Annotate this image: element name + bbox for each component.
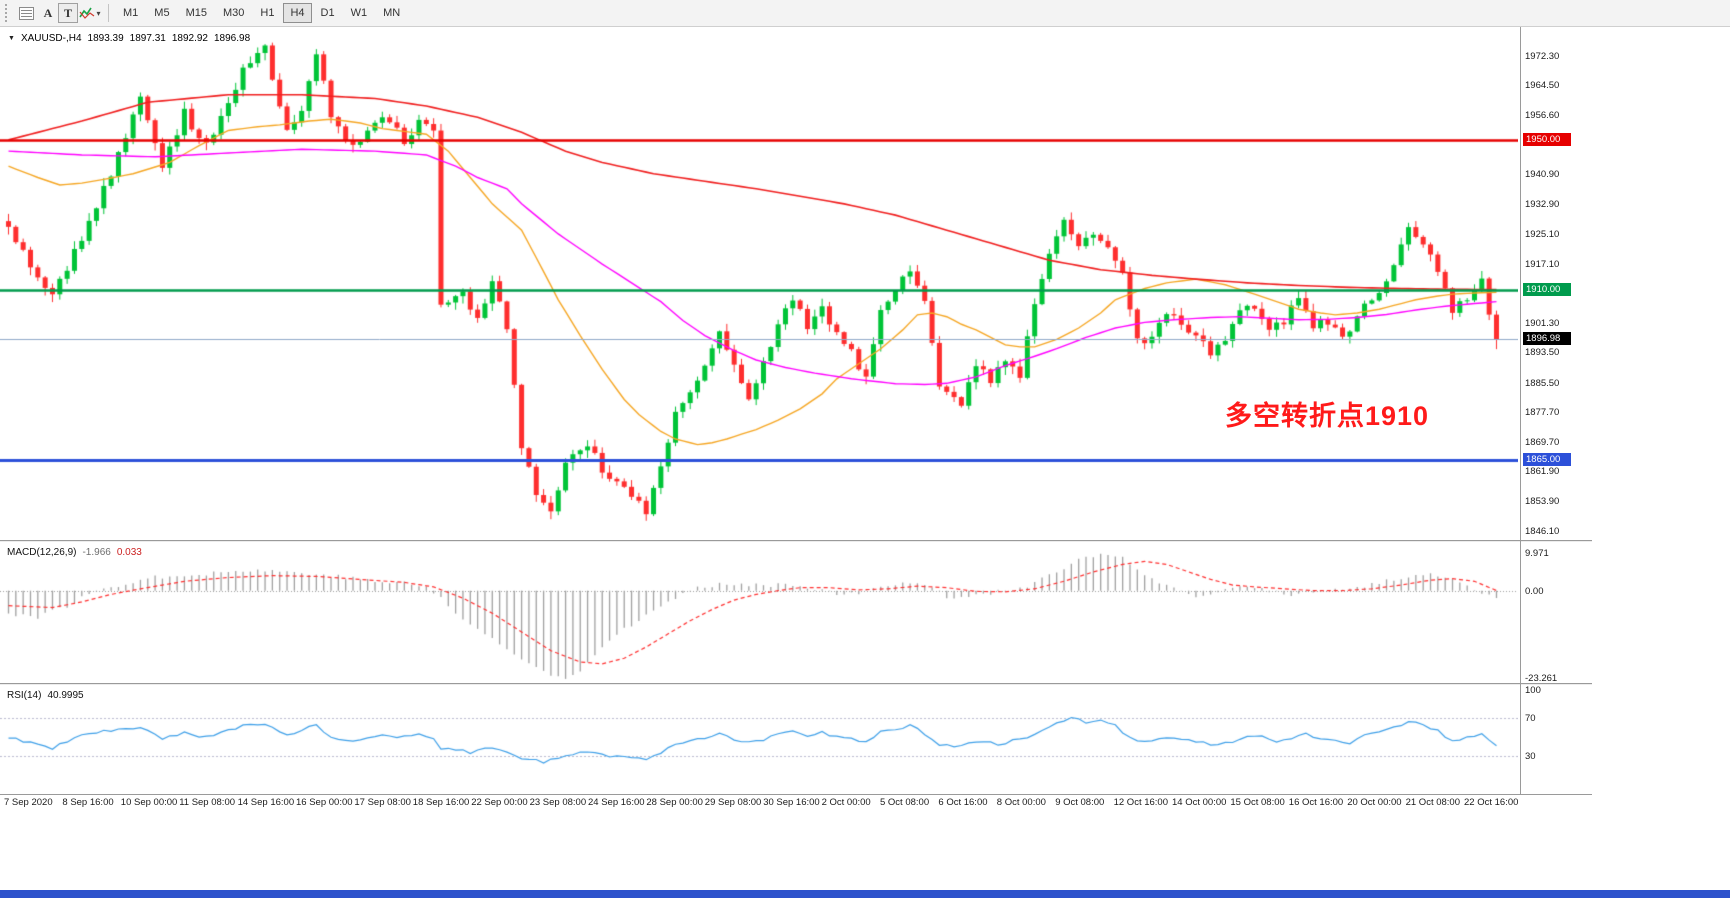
price-tick-label: 1925.10	[1525, 228, 1560, 240]
indicator-zigzag-icon	[79, 7, 95, 19]
chart-templates-icon[interactable]	[14, 3, 38, 23]
time-axis-label: 22 Sep 00:00	[471, 797, 528, 808]
time-axis-label: 8 Oct 00:00	[996, 797, 1046, 808]
time-axis-label: 14 Sep 16:00	[237, 797, 295, 808]
price-badge-1896.98: 1896.98	[1523, 332, 1571, 346]
time-axis-label: 14 Oct 00:00	[1172, 797, 1227, 808]
time-axis-label: 15 Oct 08:00	[1230, 797, 1285, 808]
toolbar-separator	[108, 4, 109, 22]
timeframe-d1-button[interactable]: D1	[314, 3, 342, 23]
time-axis-label: 9 Oct 08:00	[1055, 797, 1105, 808]
time-axis-line	[0, 794, 1592, 795]
price-axis[interactable]: 1972.30 1964.50 1956.60 1940.90 1932.90 1925.…	[1523, 27, 1589, 540]
price-chart-canvas[interactable]	[0, 27, 1518, 540]
toolbar-grip[interactable]	[5, 4, 9, 22]
time-axis-label: 16 Sep 00:00	[296, 797, 353, 808]
indicators-dropdown-button[interactable]: ▾	[78, 3, 102, 23]
timeframe-m15-button[interactable]: M15	[179, 3, 214, 23]
time-axis-label: 10 Sep 00:00	[120, 797, 178, 808]
time-axis-label: 17 Sep 08:00	[354, 797, 411, 808]
price-badge-1910.00: 1910.00	[1523, 283, 1571, 297]
timeframe-m5-button[interactable]: M5	[147, 3, 176, 23]
top-toolbar: A T ▾ M1 M5 M15 M30 H1 H4 D1 W1 MN	[0, 0, 1730, 27]
time-axis-label: 30 Sep 16:00	[763, 797, 820, 808]
time-axis-label: 7 Sep 2020	[4, 797, 53, 808]
price-tick-label: 1846.10	[1525, 525, 1560, 537]
macd-axis[interactable]: 9.971 0.00 -23.261	[1523, 543, 1589, 684]
rsi-axis-label: 100	[1525, 684, 1541, 696]
macd-indicator-label: MACD(12,26,9) -1.966 0.033	[7, 547, 142, 558]
time-axis-label: 8 Sep 16:00	[62, 797, 114, 808]
timeframe-w1-button[interactable]: W1	[344, 3, 375, 23]
timeframe-button-group: M1 M5 M15 M30 H1 H4 D1 W1 MN	[115, 3, 408, 23]
price-tick-label: 1932.90	[1525, 199, 1560, 211]
price-tick-label: 1853.90	[1525, 496, 1560, 508]
time-axis-label: 18 Sep 16:00	[412, 797, 470, 808]
symbol-info: ▼ XAUUSD-,H4 1893.39 1897.31 1892.92 189…	[8, 33, 250, 44]
macd-axis-label: -23.261	[1525, 672, 1558, 684]
taskbar-strip	[0, 890, 1730, 898]
time-axis-label: 6 Oct 16:00	[938, 797, 988, 808]
time-axis-label: 21 Oct 08:00	[1405, 797, 1460, 808]
macd-signal-value: 0.033	[116, 547, 142, 558]
time-axis-label: 29 Sep 08:00	[704, 797, 762, 808]
rsi-panel-canvas[interactable]	[0, 686, 1518, 794]
price-tick-label: 1917.10	[1525, 258, 1560, 270]
macd-panel-canvas[interactable]	[0, 543, 1518, 683]
macd-name: MACD(12,26,9)	[7, 547, 77, 558]
timeframe-mn-button[interactable]: MN	[376, 3, 407, 23]
chevron-down-icon: ▾	[96, 8, 101, 18]
time-axis-label: 23 Sep 08:00	[529, 797, 587, 808]
price-tick-label: 1940.90	[1525, 169, 1560, 181]
time-axis-label: 5 Oct 08:00	[880, 797, 930, 808]
ohlc-low: 1892.92	[171, 33, 208, 44]
timeframe-h1-button[interactable]: H1	[253, 3, 281, 23]
price-tick-label: 1885.50	[1525, 377, 1560, 389]
macd-axis-label: 0.00	[1525, 585, 1544, 597]
time-axis-label: 20 Oct 00:00	[1347, 797, 1402, 808]
price-tick-label: 1964.50	[1525, 80, 1560, 92]
time-axis-label: 28 Sep 00:00	[646, 797, 703, 808]
ohlc-high: 1897.31	[129, 33, 166, 44]
rsi-name: RSI(14)	[7, 690, 42, 701]
timeframe-m1-button[interactable]: M1	[116, 3, 145, 23]
macd-axis-label: 9.971	[1525, 548, 1549, 560]
price-tick-label: 1861.90	[1525, 466, 1560, 478]
panel-separator-macd[interactable]	[0, 540, 1592, 543]
panel-separator-rsi[interactable]	[0, 683, 1592, 686]
time-axis[interactable]: 7 Sep 2020 8 Sep 16:00 10 Sep 00:00 11 Sep …	[0, 797, 1520, 811]
text-tool-button[interactable]: T	[58, 3, 78, 23]
price-badge-1865.00: 1865.00	[1523, 452, 1571, 466]
cursor-a-button[interactable]: A	[38, 3, 58, 23]
timeframe-m30-button[interactable]: M30	[216, 3, 251, 23]
price-axis-border	[1520, 27, 1521, 794]
price-tick-label: 1972.30	[1525, 50, 1560, 62]
time-axis-label: 24 Sep 16:00	[588, 797, 645, 808]
rsi-axis[interactable]: 100 70 30	[1523, 684, 1589, 794]
price-tick-label: 1901.30	[1525, 318, 1560, 330]
macd-main-value: -1.966	[82, 547, 111, 558]
rsi-axis-label: 30	[1525, 751, 1536, 763]
price-tick-label: 1956.60	[1525, 110, 1560, 122]
price-tick-label: 1877.70	[1525, 406, 1560, 418]
rsi-axis-label: 70	[1525, 713, 1536, 725]
collapse-triangle-icon[interactable]: ▼	[8, 35, 15, 42]
price-tick-label: 1893.50	[1525, 347, 1560, 359]
price-badge-1950.00: 1950.00	[1523, 132, 1571, 146]
price-tick-label: 1869.70	[1525, 437, 1560, 449]
time-axis-label: 11 Sep 08:00	[179, 797, 236, 808]
time-axis-label: 2 Oct 00:00	[821, 797, 871, 808]
chart-annotation-text[interactable]: 多空转折点1910	[1225, 401, 1430, 431]
timeframe-h4-button[interactable]: H4	[283, 3, 312, 23]
time-axis-label: 12 Oct 16:00	[1113, 797, 1168, 808]
rsi-indicator-label: RSI(14) 40.9995	[7, 690, 84, 701]
rsi-value: 40.9995	[47, 690, 84, 701]
symbol-timeframe-label: XAUUSD-,H4	[20, 33, 82, 44]
time-axis-label: 16 Oct 16:00	[1288, 797, 1344, 808]
list-icon	[18, 6, 34, 20]
ohlc-close: 1896.98	[213, 33, 251, 44]
ohlc-open: 1893.39	[87, 33, 124, 44]
time-axis-label: 22 Oct 16:00	[1464, 797, 1519, 808]
